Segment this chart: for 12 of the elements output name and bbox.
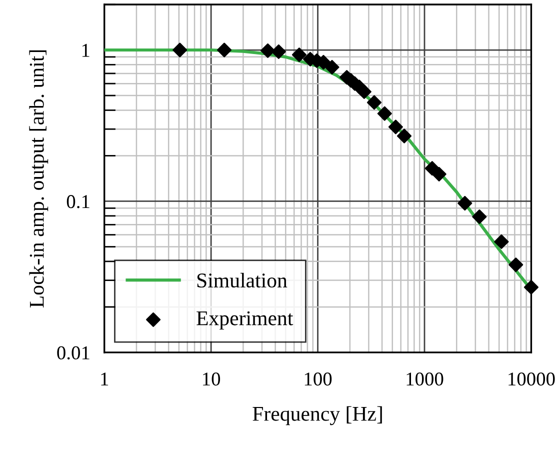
y-tick-label: 0.1 (66, 195, 90, 208)
legend-label: Simulation (197, 272, 288, 288)
x-tick-label: 1000 (406, 372, 444, 386)
x-tick-label: 100 (304, 372, 332, 386)
y-axis-title: Lock-in amp. output [arb. unit] (29, 50, 48, 308)
x-tick-label: 10000 (508, 372, 555, 386)
x-tick-label: 1 (101, 372, 108, 386)
x-tick-label: 10 (203, 372, 220, 386)
x-axis-title: Frequency [Hz] (252, 406, 382, 426)
y-tick-label: 1 (82, 44, 90, 57)
legend-label: Experiment (196, 311, 294, 330)
y-tick-label: 0.01 (57, 346, 90, 360)
